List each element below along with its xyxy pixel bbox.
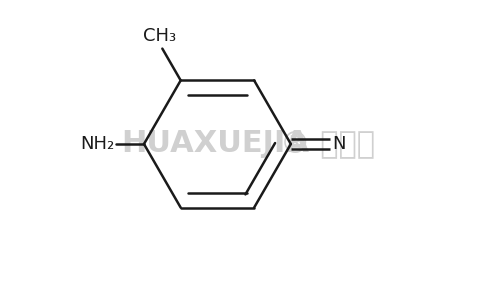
Text: ® 化学加: ® 化学加 xyxy=(279,130,374,158)
Text: CH₃: CH₃ xyxy=(143,27,176,45)
Text: NH₂: NH₂ xyxy=(80,135,114,153)
Text: HUAXUEJIA: HUAXUEJIA xyxy=(121,130,310,158)
Text: N: N xyxy=(333,135,346,153)
